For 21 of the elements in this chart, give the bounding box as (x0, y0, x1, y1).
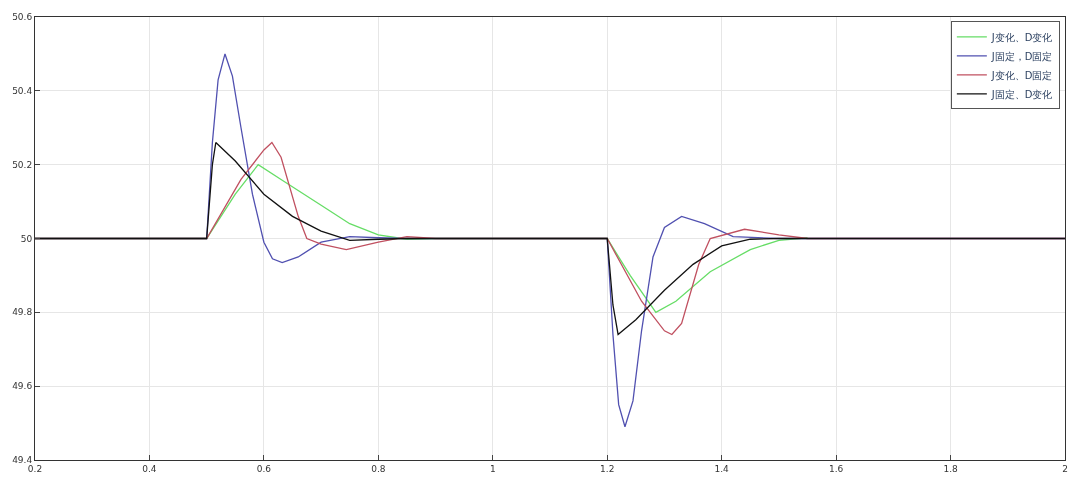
y-tick-label: 49.8 (12, 307, 33, 318)
y-tick-label: 49.6 (12, 381, 33, 392)
x-tick-label: 1.6 (828, 463, 844, 474)
x-tick-label: 1.4 (714, 463, 730, 474)
x-tick-label: 1.2 (600, 463, 615, 474)
legend-label: J变化、D固定 (990, 69, 1053, 81)
y-tick-label: 50.4 (12, 85, 33, 96)
y-tick-label: 50 (20, 233, 33, 244)
legend-label: J变化、D变化 (990, 31, 1053, 43)
legend-label: J固定，D固定 (990, 50, 1053, 62)
y-tick-label: 49.4 (12, 455, 33, 466)
x-tick-label: 0.6 (256, 463, 272, 474)
x-tick-label: 1.8 (943, 463, 958, 474)
y-tick-label: 50.6 (12, 12, 33, 23)
legend-label: J固定、D变化 (990, 88, 1053, 100)
x-tick-label: 0.2 (27, 463, 43, 474)
x-tick-label: 0.4 (142, 463, 157, 474)
y-tick-label: 50.2 (12, 159, 33, 170)
x-tick-label: 2 (1062, 463, 1068, 474)
x-tick-label: 0.8 (371, 463, 386, 474)
x-tick-label: 1 (489, 463, 496, 474)
